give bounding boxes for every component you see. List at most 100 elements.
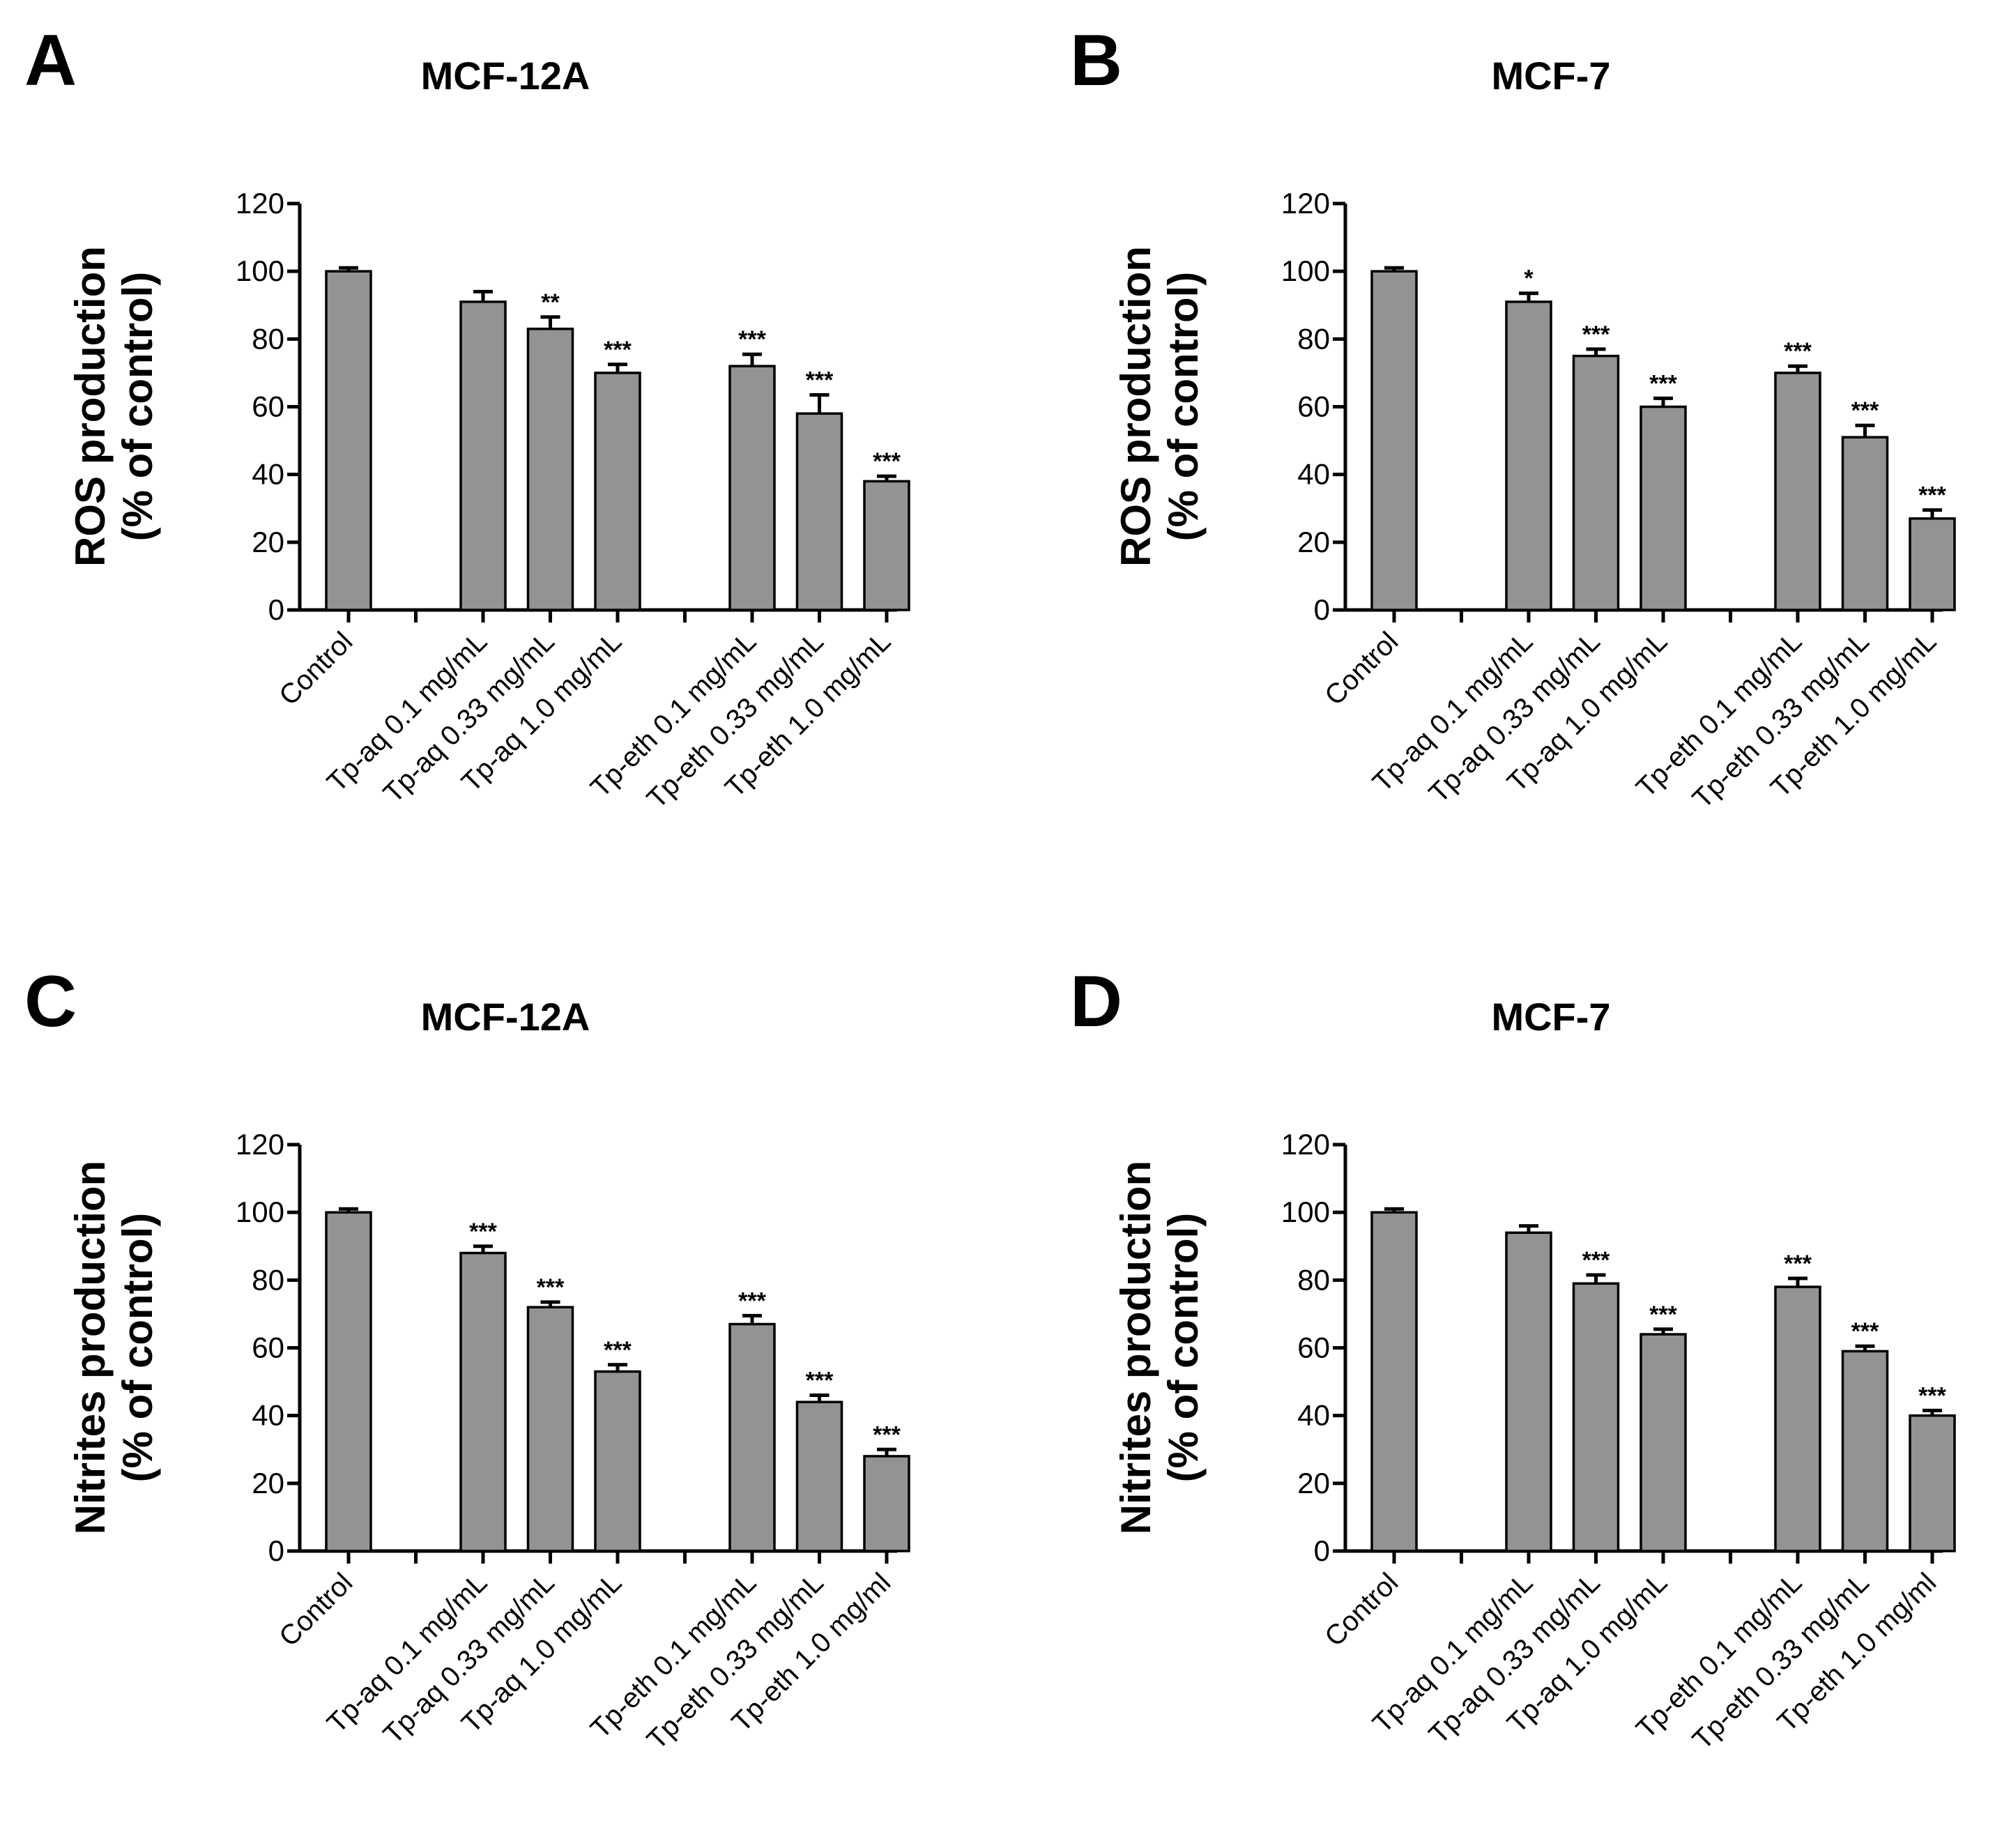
category-label: Control [273, 1567, 358, 1652]
y-tick-label: 20 [252, 526, 284, 558]
bar [459, 1251, 507, 1552]
bar [1774, 1285, 1821, 1552]
y-axis-label: ROS production [67, 246, 114, 567]
bar [1505, 1231, 1552, 1552]
y-tick-label: 120 [236, 1128, 284, 1161]
y-tick-label: 80 [252, 1263, 284, 1296]
panel-letter: D [1070, 961, 1122, 1042]
y-tick-label: 80 [252, 322, 284, 355]
bar [1639, 1333, 1687, 1552]
bar [325, 270, 372, 611]
bar [1841, 1350, 1889, 1552]
y-tick-label: 120 [236, 187, 284, 220]
bar [594, 1370, 641, 1552]
significance-label: *** [1784, 1251, 1812, 1277]
y-axis-label: ROS production [1113, 246, 1159, 567]
y-tick-label: 60 [1297, 390, 1330, 423]
significance-label: *** [738, 1288, 766, 1314]
bar [1774, 372, 1821, 611]
y-axis-label-unit: (% of control) [114, 272, 161, 542]
significance-label: *** [1582, 1247, 1610, 1274]
y-tick-label: 40 [252, 1399, 284, 1432]
significance-label: *** [604, 337, 632, 363]
significance-label: *** [873, 1421, 901, 1448]
y-tick-label: 80 [1297, 1263, 1330, 1296]
bar [728, 1322, 776, 1552]
significance-label: *** [806, 367, 834, 393]
y-tick-label: 0 [1314, 1534, 1330, 1567]
panel-c: C MCF-12A Nitrites production (% of control… [24, 961, 910, 1755]
panel-letter: C [24, 961, 77, 1042]
panel-title: MCF-12A [421, 54, 590, 98]
y-tick-label: 120 [1281, 1128, 1330, 1161]
bar [459, 300, 507, 611]
category-label: Control [273, 626, 358, 711]
y-axis-label: Nitrites production [67, 1161, 114, 1535]
significance-label: *** [604, 1337, 632, 1364]
y-tick-label: 20 [252, 1467, 284, 1499]
significance-label: *** [1582, 321, 1610, 348]
y-tick-label: 40 [252, 458, 284, 491]
significance-label: *** [1851, 1318, 1879, 1345]
significance-label: * [1524, 266, 1534, 292]
bar [1909, 1414, 1956, 1552]
y-tick-label: 20 [1297, 1467, 1330, 1499]
panel-title: MCF-12A [421, 995, 590, 1039]
panel-letter: A [24, 20, 77, 101]
y-tick-label: 100 [236, 254, 284, 287]
significance-label: *** [873, 448, 901, 475]
y-tick-label: 0 [268, 1534, 284, 1567]
panel-title: MCF-7 [1491, 54, 1610, 98]
bar [594, 372, 641, 611]
y-axis-label-unit: (% of control) [1160, 272, 1207, 542]
significance-label: *** [1784, 338, 1812, 365]
bar [863, 480, 910, 611]
significance-label: *** [806, 1368, 834, 1394]
y-tick-label: 0 [268, 593, 284, 626]
panel-title: MCF-7 [1491, 995, 1610, 1039]
significance-label: *** [1918, 1382, 1946, 1409]
significance-label: *** [537, 1274, 565, 1301]
y-tick-label: 60 [1297, 1331, 1330, 1364]
y-axis-label: Nitrites production [1113, 1161, 1159, 1535]
y-tick-label: 100 [236, 1196, 284, 1228]
bar [863, 1455, 910, 1552]
bar [1572, 1282, 1620, 1552]
y-axis-label-unit: (% of control) [114, 1213, 161, 1483]
y-tick-label: 20 [1297, 526, 1330, 558]
significance-label: *** [1918, 482, 1946, 509]
bar [1370, 270, 1418, 611]
bar [1505, 300, 1552, 611]
y-tick-label: 80 [1297, 322, 1330, 355]
significance-label: *** [469, 1219, 497, 1245]
y-tick-label: 0 [1314, 593, 1330, 626]
y-tick-label: 40 [1297, 1399, 1330, 1432]
y-tick-label: 120 [1281, 187, 1330, 220]
y-tick-label: 60 [252, 1331, 284, 1364]
category-label: Control [1319, 626, 1404, 711]
bar [795, 1400, 843, 1552]
bar [1370, 1211, 1418, 1552]
panel-letter: B [1070, 20, 1122, 101]
bar [1572, 354, 1620, 611]
bar [728, 365, 776, 611]
bar [1639, 405, 1687, 611]
significance-label: *** [738, 326, 766, 353]
bar [795, 412, 843, 611]
bar [1909, 517, 1956, 611]
bar [526, 1306, 574, 1552]
significance-label: *** [1851, 397, 1879, 424]
panel-d: D MCF-7 Nitrites production (% of control) 0… [1070, 961, 1956, 1755]
significance-label: ** [541, 289, 560, 316]
bar [325, 1211, 372, 1552]
y-tick-label: 100 [1281, 1196, 1330, 1228]
y-tick-label: 100 [1281, 254, 1330, 287]
y-tick-label: 40 [1297, 458, 1330, 491]
significance-label: *** [1649, 370, 1677, 397]
bar [526, 328, 574, 611]
bar [1841, 436, 1889, 611]
category-label: Control [1319, 1567, 1404, 1652]
panel-a: A MCF-12A ROS production (% of control) 0 20 4… [24, 20, 910, 814]
y-axis-label-unit: (% of control) [1160, 1213, 1207, 1483]
